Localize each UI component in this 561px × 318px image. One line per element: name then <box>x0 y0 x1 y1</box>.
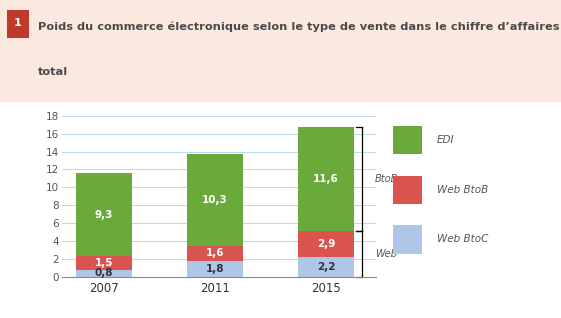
Bar <box>393 176 422 204</box>
Text: 0,8: 0,8 <box>94 268 113 278</box>
Bar <box>298 257 354 277</box>
Text: Poids du commerce électronique selon le type de vente dans le chiffre d’affaires: Poids du commerce électronique selon le … <box>38 22 560 32</box>
Text: EDI: EDI <box>436 135 454 145</box>
Text: 10,3: 10,3 <box>202 195 228 205</box>
Bar <box>298 128 354 231</box>
Text: total: total <box>38 66 68 77</box>
Bar <box>298 231 354 257</box>
Text: en %: en % <box>10 91 36 101</box>
Bar <box>393 126 422 154</box>
Text: 1,8: 1,8 <box>206 264 224 273</box>
Text: 1,5: 1,5 <box>94 258 113 268</box>
Text: Web BtoC: Web BtoC <box>436 234 488 245</box>
Bar <box>187 246 243 260</box>
Bar <box>187 154 243 246</box>
Bar <box>76 173 131 256</box>
Text: 2,9: 2,9 <box>317 239 335 249</box>
Text: 11,6: 11,6 <box>313 174 339 184</box>
Bar <box>76 256 131 270</box>
Text: 9,3: 9,3 <box>95 210 113 219</box>
Text: 1: 1 <box>14 18 22 28</box>
Bar <box>393 225 422 253</box>
Text: 1,6: 1,6 <box>206 248 224 259</box>
Bar <box>187 260 243 277</box>
Text: BtoB: BtoB <box>375 174 398 184</box>
Bar <box>76 270 131 277</box>
Text: Web: Web <box>375 249 397 259</box>
Text: 2,2: 2,2 <box>317 262 335 272</box>
Text: Web BtoB: Web BtoB <box>436 185 488 195</box>
